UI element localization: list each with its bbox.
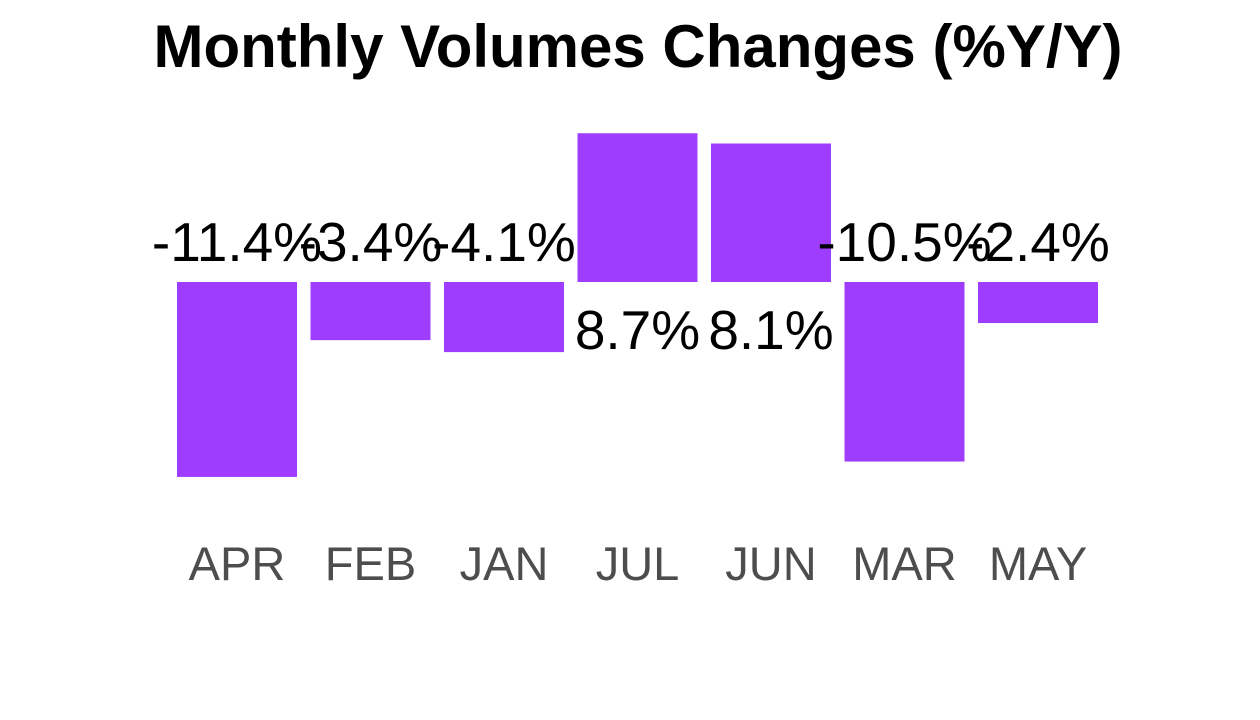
data-label-mar: -10.5% [817, 211, 991, 273]
data-label-feb: -3.4% [299, 211, 443, 273]
x-tick-label-apr: APR [189, 537, 286, 590]
x-tick-label-jan: JAN [460, 537, 549, 590]
x-tick-label-jun: JUN [725, 537, 816, 590]
data-label-may: -2.4% [966, 211, 1110, 273]
x-tick-label-may: MAY [989, 537, 1087, 590]
bars-group [177, 133, 1098, 477]
bar-apr [177, 282, 297, 477]
data-label-jan: -4.1% [432, 211, 576, 273]
data-labels-group: -11.4%-3.4%-4.1% 8.7% 8.1% -10.5%-2.4% [152, 211, 1110, 361]
bar-may [978, 282, 1098, 324]
bar-feb [310, 282, 431, 341]
data-label-jul: 8.7% [575, 299, 700, 361]
data-label-apr: -11.4% [152, 211, 322, 273]
x-tick-label-jul: JUL [596, 537, 680, 590]
bar-jun [711, 143, 831, 282]
x-tick-label-mar: MAR [852, 537, 956, 590]
bar-mar [844, 282, 965, 462]
x-axis-ticks: APR FEB JAN JUL JUN MAR MAY [189, 537, 1088, 590]
data-label-jun: 8.1% [708, 299, 833, 361]
bar-jul [577, 133, 698, 282]
chart-title: Monthly Volumes Changes (%Y/Y) [153, 13, 1123, 80]
bar-jan [444, 282, 564, 353]
x-tick-label-feb: FEB [325, 537, 416, 590]
